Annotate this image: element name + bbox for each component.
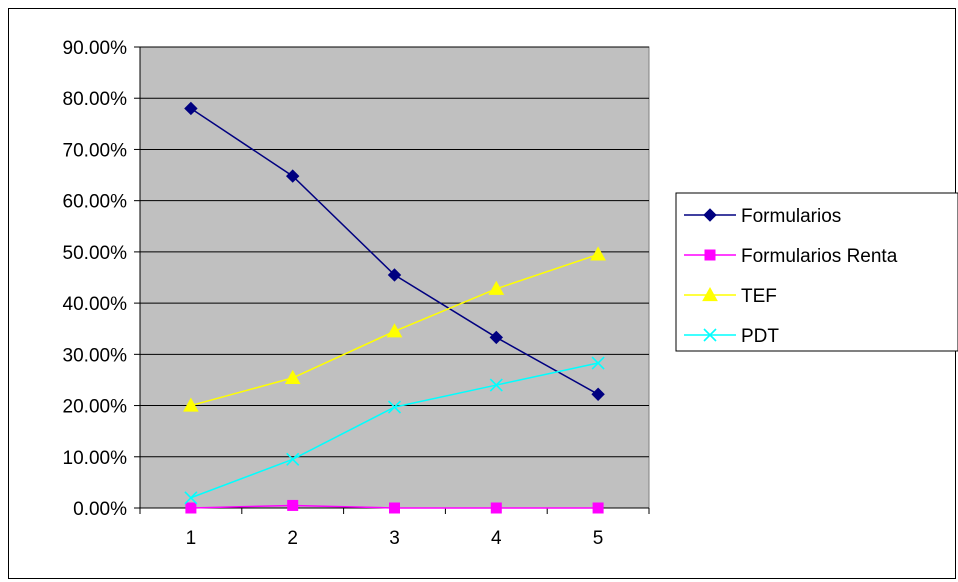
y-tick-label: 10.00% xyxy=(63,448,128,469)
data-point xyxy=(489,378,503,392)
y-tick-label: 80.00% xyxy=(63,89,128,110)
x-axis-ticks: 1 2 3 4 5 xyxy=(139,508,650,549)
y-axis-ticks: 0.00% 10.00% 20.00% 30.00% 40.00% 50.00% 60.00… xyxy=(63,38,140,520)
legend-marker xyxy=(703,328,717,342)
data-point xyxy=(184,101,198,116)
data-point xyxy=(386,323,403,338)
series-pdt xyxy=(184,356,605,505)
legend-item: Formularios xyxy=(684,206,841,227)
y-tick-label: 70.00% xyxy=(63,140,128,161)
y-tick-label: 50.00% xyxy=(63,243,128,264)
data-point xyxy=(489,330,504,345)
legend-item: TEF xyxy=(684,286,777,307)
data-point xyxy=(590,246,606,261)
legend-marker xyxy=(703,208,717,222)
legend-label: TEF xyxy=(741,286,777,307)
x-tick-label: 2 xyxy=(287,528,298,549)
y-tick-label: 0.00% xyxy=(73,499,127,520)
data-point xyxy=(490,502,502,514)
data-point xyxy=(387,268,402,282)
data-point xyxy=(389,502,400,514)
series-formularios xyxy=(184,101,605,401)
x-tick-label: 5 xyxy=(593,528,604,549)
legend-box xyxy=(675,192,958,352)
series-formularios-renta xyxy=(185,499,604,514)
legend-marker xyxy=(704,249,716,261)
y-tick-label: 60.00% xyxy=(63,192,128,213)
x-tick-label: 1 xyxy=(186,528,197,549)
data-point xyxy=(591,387,605,401)
legend-item: PDT xyxy=(684,326,779,347)
legend-label: PDT xyxy=(741,326,779,347)
legend-label: Formularios Renta xyxy=(741,246,898,267)
data-point xyxy=(286,452,300,466)
series-tef xyxy=(183,246,606,412)
series-layer xyxy=(183,101,606,514)
data-point xyxy=(184,491,198,505)
y-tick-label: 40.00% xyxy=(63,294,128,315)
data-point xyxy=(183,397,199,412)
legend-marker xyxy=(702,286,718,302)
data-point xyxy=(287,499,299,511)
data-point xyxy=(592,502,604,514)
gridlines xyxy=(140,46,649,509)
y-tick-label: 90.00% xyxy=(63,38,128,59)
x-tick-label: 4 xyxy=(491,528,502,549)
data-point xyxy=(284,369,301,384)
legend-item: Formularios Renta xyxy=(684,246,898,267)
data-point xyxy=(488,280,505,295)
y-tick-label: 20.00% xyxy=(63,397,128,418)
y-tick-label: 30.00% xyxy=(63,345,128,366)
data-point xyxy=(185,502,197,514)
data-point xyxy=(285,169,300,183)
data-point xyxy=(387,400,402,414)
legend-label: Formularios xyxy=(741,206,841,227)
x-tick-label: 3 xyxy=(389,528,400,549)
data-point xyxy=(591,356,605,370)
legend: Formularios Formularios Renta TEF PDT xyxy=(675,192,958,352)
